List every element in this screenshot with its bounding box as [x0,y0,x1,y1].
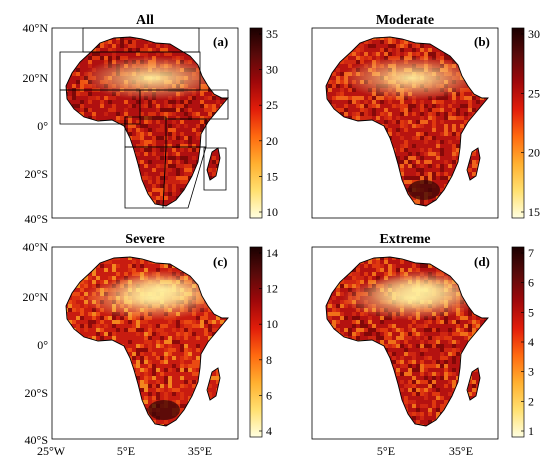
panel-severe: Severe (c) 4 6 8 10 12 14 [52,232,278,440]
colorbar-tick-label: 25 [266,98,278,112]
x-tick-label: 5°E [377,444,395,458]
colorbar-tick-label: 14 [266,246,278,260]
x-tick-label: 35°E [449,444,473,458]
colorbar-tick-label: 4 [528,335,534,349]
colorbar-tick-label: 25 [528,86,540,100]
colorbar-tick-label: 12 [266,282,278,296]
colorbar-tick-label: 8 [266,353,272,367]
colorbar-gradient [250,247,262,437]
colorbar-tick-label: 35 [266,27,278,41]
colorbar: 1 2 3 4 5 6 7 [512,246,534,438]
y-tick-label: 40°N [23,21,49,35]
x-tick-label: 25°W [37,444,66,458]
colorbar-tick-label: 6 [266,388,272,402]
colorbar-tick-label: 2 [528,394,534,408]
colorbar-tick-label: 30 [266,63,278,77]
colorbar-tick-label: 1 [528,424,534,438]
colorbar: 4 6 8 10 12 14 [250,246,278,438]
colorbar: 15 20 25 30 [512,27,540,219]
panel-extreme: Extreme (d) 1 2 3 4 5 6 7 [312,232,534,440]
y-tick-label: 20°S [25,386,48,400]
colorbar-tick-label: 30 [528,27,540,41]
panel-label: (b) [474,34,490,49]
panel-label: (c) [213,254,227,269]
colorbar-tick-label: 7 [528,246,534,260]
y-tick-label: 20°N [23,71,49,85]
panel-moderate: Moderate (b) 15 20 25 30 [312,13,540,220]
x-tick-label: 35°E [188,444,212,458]
colorbar-tick-label: 20 [266,134,278,148]
y-tick-label: 40°N [23,240,49,254]
panel-title: Moderate [376,13,434,28]
colorbar-tick-label: 15 [528,205,540,219]
colorbar-tick-label: 10 [266,317,278,331]
y-tick-label: 0° [37,338,48,352]
panel-label: (a) [213,34,228,49]
y-tick-label: 20°N [23,290,49,304]
colorbar: 10 15 20 25 30 35 [250,27,278,219]
colorbar-tick-label: 15 [266,169,278,183]
colorbar-gradient [512,28,524,218]
x-tick-label: 5°E [117,444,135,458]
colorbar-tick-label: 3 [528,365,534,379]
panel-title: All [136,13,154,28]
colorbar-tick-label: 10 [266,205,278,219]
panel-title: Severe [125,232,164,247]
y-tick-label: 20°S [25,167,48,181]
panel-label: (d) [474,254,490,269]
colorbar-tick-label: 4 [266,424,272,438]
colorbar-tick-label: 20 [528,146,540,160]
colorbar-gradient [250,28,262,218]
colorbar-tick-label: 5 [528,305,534,319]
panel-all: All (a) 10 15 20 25 30 35 [52,13,278,220]
colorbar-tick-label: 6 [528,276,534,290]
y-tick-label: 0° [37,119,48,133]
panel-title: Extreme [379,232,430,247]
y-tick-label: 40°S [25,212,48,226]
